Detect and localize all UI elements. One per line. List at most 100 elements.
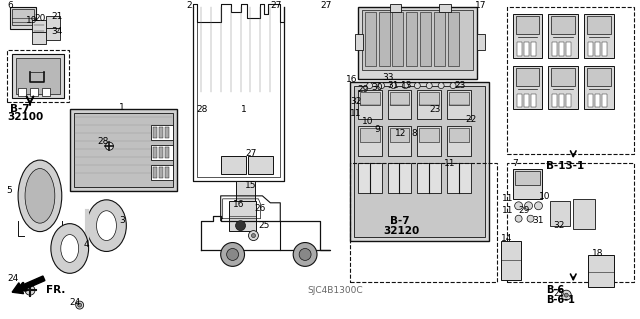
Circle shape [515, 202, 523, 210]
Bar [10, 7, 36, 29]
Text: 12: 12 [394, 129, 406, 138]
Text: 11: 11 [502, 206, 513, 215]
Text: B-6: B-6 [547, 285, 564, 295]
Text: B-6-1: B-6-1 [547, 295, 575, 305]
Text: 16: 16 [233, 200, 244, 209]
Bar [588, 42, 593, 56]
Bar [447, 163, 471, 193]
Bar [439, 4, 451, 12]
Bar [358, 90, 381, 119]
Bar [516, 42, 522, 56]
Text: 24: 24 [7, 274, 19, 283]
Bar [602, 42, 607, 56]
Bar [419, 128, 439, 142]
Bar [46, 16, 60, 28]
Text: 9: 9 [374, 125, 380, 134]
Bar [228, 201, 257, 231]
Text: 10: 10 [538, 192, 550, 201]
Bar [595, 93, 600, 108]
Circle shape [367, 83, 372, 89]
Bar [12, 54, 64, 98]
Bar [447, 90, 471, 119]
Text: B-13-1: B-13-1 [547, 161, 585, 171]
Text: 21: 21 [51, 11, 62, 21]
Ellipse shape [25, 168, 55, 223]
Bar [588, 93, 593, 108]
Bar [420, 12, 431, 66]
Bar [419, 92, 439, 106]
Bar [447, 126, 471, 156]
Ellipse shape [86, 200, 126, 251]
Bar [392, 12, 403, 66]
Bar [360, 128, 380, 142]
Text: 32100: 32100 [7, 112, 44, 122]
Text: 23: 23 [454, 81, 465, 90]
Text: 1: 1 [120, 103, 125, 112]
Circle shape [564, 293, 568, 297]
Bar [42, 88, 50, 96]
Bar [360, 92, 380, 106]
Bar [552, 68, 575, 85]
Text: FR.: FR. [46, 285, 65, 295]
Text: 5: 5 [6, 186, 12, 195]
Bar [70, 109, 177, 191]
Text: 10: 10 [362, 117, 373, 126]
Bar [153, 167, 157, 178]
FancyArrow shape [12, 276, 45, 294]
Bar [516, 16, 540, 34]
Bar [548, 66, 578, 109]
Bar [584, 66, 614, 109]
Text: SJC4B1300C: SJC4B1300C [307, 286, 363, 295]
Bar [358, 7, 477, 79]
Text: 6: 6 [7, 1, 13, 10]
Text: 31: 31 [532, 216, 544, 225]
Bar [417, 163, 441, 193]
Circle shape [414, 83, 420, 89]
Circle shape [379, 83, 385, 89]
Bar [524, 42, 529, 56]
Ellipse shape [18, 160, 62, 232]
Bar [165, 167, 169, 178]
Bar [151, 125, 173, 140]
Bar [153, 127, 157, 138]
Bar [513, 169, 543, 199]
Bar [350, 163, 497, 282]
Circle shape [525, 202, 532, 210]
Bar [559, 93, 564, 108]
Bar [513, 66, 543, 109]
Text: 19: 19 [26, 16, 38, 25]
Text: 7: 7 [513, 159, 518, 167]
Bar [548, 14, 578, 58]
Circle shape [426, 83, 432, 89]
Circle shape [252, 234, 255, 238]
Bar [587, 16, 611, 34]
Text: 4: 4 [84, 240, 89, 249]
Circle shape [438, 83, 444, 89]
Text: 25: 25 [554, 289, 564, 298]
Text: 23: 23 [429, 105, 440, 114]
Text: 27: 27 [246, 149, 257, 158]
Text: 24: 24 [70, 298, 81, 307]
Text: 14: 14 [500, 234, 512, 243]
Bar [354, 85, 485, 237]
Circle shape [77, 303, 82, 307]
Bar [12, 9, 34, 25]
Bar [406, 12, 417, 66]
Bar [248, 156, 273, 174]
Text: 15: 15 [244, 182, 256, 190]
Bar [552, 16, 575, 34]
Bar [16, 58, 60, 93]
Circle shape [390, 83, 396, 89]
Bar [507, 7, 634, 154]
Bar [388, 126, 412, 156]
Text: 28: 28 [197, 105, 208, 114]
Circle shape [527, 215, 534, 222]
Bar [550, 201, 570, 226]
Bar [153, 147, 157, 158]
Bar [390, 92, 410, 106]
Bar [32, 32, 46, 44]
Text: 20: 20 [34, 14, 45, 23]
Bar [531, 42, 536, 56]
Text: 3: 3 [120, 216, 125, 225]
Text: 13: 13 [401, 81, 413, 90]
